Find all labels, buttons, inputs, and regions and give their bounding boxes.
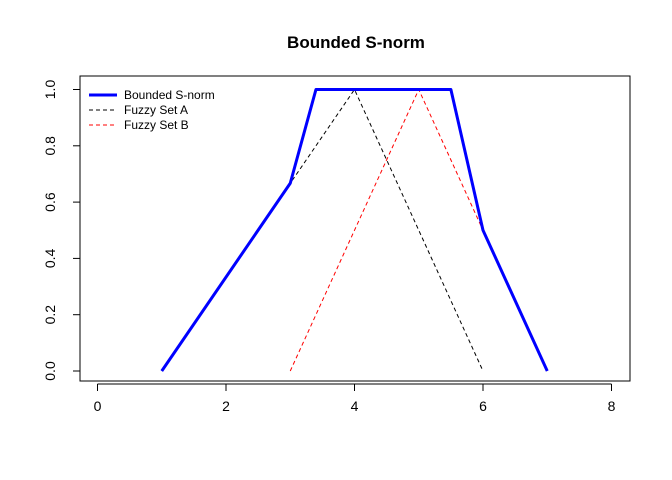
y-tick-label: 0.4 bbox=[42, 248, 58, 268]
legend-label: Fuzzy Set B bbox=[124, 118, 189, 132]
series-line-bounded-s-norm bbox=[160, 88, 549, 372]
x-tick-label: 4 bbox=[351, 398, 359, 414]
x-tick-label: 0 bbox=[94, 398, 102, 414]
y-axis: 0.0 0.2 0.4 0.6 0.8 1.0 bbox=[42, 80, 81, 381]
y-tick-label: 0.0 bbox=[42, 361, 58, 381]
y-tick-label: 1.0 bbox=[42, 80, 58, 100]
y-tick-label: 0.2 bbox=[42, 305, 58, 325]
series-line-fuzzy-set-a bbox=[161, 89, 484, 372]
chart-title: Bounded S-norm bbox=[287, 33, 425, 52]
y-tick-label: 0.8 bbox=[42, 136, 58, 156]
legend-label: Bounded S-norm bbox=[124, 88, 215, 102]
y-tick-label: 0.6 bbox=[42, 192, 58, 212]
x-tick-label: 8 bbox=[608, 398, 616, 414]
x-tick-label: 2 bbox=[222, 398, 230, 414]
x-axis: 0 2 4 6 8 bbox=[94, 383, 616, 414]
series-line-fuzzy-set-b bbox=[289, 89, 548, 372]
series-layer bbox=[160, 88, 549, 372]
x-tick-label: 6 bbox=[479, 398, 487, 414]
legend-label: Fuzzy Set A bbox=[124, 103, 188, 117]
